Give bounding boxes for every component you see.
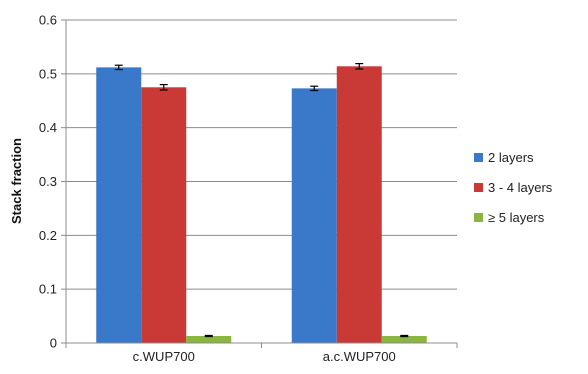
y-axis-title: Stack fraction	[9, 138, 24, 224]
bar	[336, 66, 382, 344]
error-bars	[114, 63, 409, 338]
bar	[186, 336, 232, 343]
legend-label: ≥ 5 layers	[488, 210, 545, 225]
y-tick-label: 0	[50, 336, 57, 351]
y-tick-label: 0.2	[39, 228, 57, 243]
x-category-label: c.WUP700	[133, 349, 195, 364]
x-category-labels: c.WUP700 a.c.WUP700	[133, 349, 396, 364]
bars	[96, 66, 427, 344]
y-tick-labels: 0 0.1 0.2 0.3 0.4 0.5 0.6	[39, 13, 57, 351]
legend-swatch	[474, 183, 483, 192]
y-tick-label: 0.1	[39, 282, 57, 297]
legend-label: 2 layers	[488, 150, 534, 165]
bar	[291, 88, 337, 343]
y-tick-label: 0.5	[39, 66, 57, 81]
legend-swatch	[474, 213, 483, 222]
legend-swatch	[474, 153, 483, 162]
y-tick-label: 0.4	[39, 120, 57, 135]
y-tick-label: 0.3	[39, 174, 57, 189]
y-tick-label: 0.6	[39, 13, 57, 28]
bar	[381, 336, 427, 343]
bar	[96, 67, 142, 343]
legend: 2 layers 3 - 4 layers ≥ 5 layers	[474, 150, 553, 225]
bar	[141, 87, 187, 344]
x-category-label: a.c.WUP700	[323, 349, 396, 364]
legend-label: 3 - 4 layers	[488, 180, 553, 195]
